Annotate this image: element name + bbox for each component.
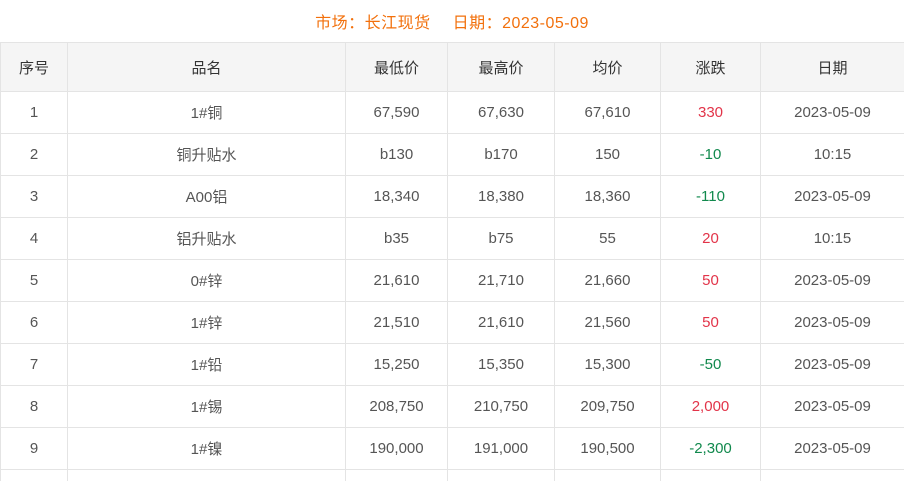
cell-change-empty [660,469,761,481]
market-label: 市场：长江现货 [315,15,431,32]
cell-low: 190,000 [345,427,448,470]
date-label: 日期：2023-05-09 [452,15,589,32]
cell-low: 18,340 [345,175,448,218]
cell-low: 67,590 [345,91,448,134]
cell-index: 5 [0,259,68,302]
column-header-change: 涨跌 [660,42,761,92]
cell-avg: 21,660 [554,259,661,302]
cell-index: 7 [0,343,68,386]
cell-name: 1#铜 [67,91,346,134]
column-header-low: 最低价 [345,42,448,92]
cell-name: 0#锌 [67,259,346,302]
cell-date: 2023-05-09 [760,301,904,344]
cell-name: 1#铅 [67,343,346,386]
column-header-name: 品名 [67,42,346,92]
cell-avg: 21,560 [554,301,661,344]
cell-high-empty [447,469,555,481]
cell-change: -10 [660,133,761,176]
table-row: 8 1#锡 208,750 210,750 209,750 2,000 2023-05-09 [0,385,904,428]
column-header-index: 序号 [0,42,68,92]
cell-index: 3 [0,175,68,218]
cell-high: b170 [447,133,555,176]
cell-high: b75 [447,217,555,260]
cell-avg: 15,300 [554,343,661,386]
cell-date: 2023-05-09 [760,343,904,386]
cell-avg: 209,750 [554,385,661,428]
table-row: 7 1#铅 15,250 15,350 15,300 -50 2023-05-09 [0,343,904,386]
cell-change: -110 [660,175,761,218]
cell-name: 1#锡 [67,385,346,428]
table-row: 5 0#锌 21,610 21,710 21,660 50 2023-05-09 [0,259,904,302]
cell-high: 67,630 [447,91,555,134]
cell-low: b35 [345,217,448,260]
cell-avg: 150 [554,133,661,176]
cell-avg: 55 [554,217,661,260]
cell-date: 2023-05-09 [760,259,904,302]
cell-index: 8 [0,385,68,428]
table-header-row: 序号 品名 最低价 最高价 均价 涨跌 日期 [0,42,904,92]
cell-low: 21,510 [345,301,448,344]
price-table: 序号 品名 最低价 最高价 均价 涨跌 日期 1 1#铜 67,590 67,630 67,610 3… [0,42,904,481]
table-row: 1 1#铜 67,590 67,630 67,610 330 2023-05-09 [0,91,904,134]
cell-index-empty [0,469,68,481]
cell-index: 6 [0,301,68,344]
cell-high: 191,000 [447,427,555,470]
cell-change: -50 [660,343,761,386]
cell-low: 208,750 [345,385,448,428]
cell-date: 2023-05-09 [760,385,904,428]
cell-avg: 190,500 [554,427,661,470]
cell-date-empty [760,469,904,481]
cell-high: 18,380 [447,175,555,218]
table-row: 6 1#锌 21,510 21,610 21,560 50 2023-05-09 [0,301,904,344]
cell-low-empty [345,469,448,481]
cell-change: 50 [660,301,761,344]
cell-avg: 67,610 [554,91,661,134]
table-row: 4 铝升贴水 b35 b75 55 20 10:15 [0,217,904,260]
cell-date: 10:15 [760,133,904,176]
column-header-avg: 均价 [554,42,661,92]
page-title: 市场：长江现货 日期：2023-05-09 [0,0,904,42]
cell-date: 10:15 [760,217,904,260]
column-header-date: 日期 [760,42,904,92]
table-row: 3 A00铝 18,340 18,380 18,360 -110 2023-05-09 [0,175,904,218]
cell-change: 330 [660,91,761,134]
table-row: 9 1#镍 190,000 191,000 190,500 -2,300 2023-05-0… [0,427,904,470]
cell-date: 2023-05-09 [760,91,904,134]
cell-name: 1#锌 [67,301,346,344]
cell-change: 50 [660,259,761,302]
column-header-high: 最高价 [447,42,555,92]
cell-avg: 18,360 [554,175,661,218]
cell-index: 4 [0,217,68,260]
cell-index: 1 [0,91,68,134]
cell-name: 1#镍 [67,427,346,470]
cell-name-empty [67,469,346,481]
cell-high: 210,750 [447,385,555,428]
cell-low: 15,250 [345,343,448,386]
cell-index: 2 [0,133,68,176]
table-row: 2 铜升贴水 b130 b170 150 -10 10:15 [0,133,904,176]
cell-index: 9 [0,427,68,470]
cell-change: 20 [660,217,761,260]
cell-name: 铜升贴水 [67,133,346,176]
cell-name: 铝升贴水 [67,217,346,260]
cell-high: 21,710 [447,259,555,302]
cell-date: 2023-05-09 [760,175,904,218]
cell-change: 2,000 [660,385,761,428]
cell-low: b130 [345,133,448,176]
table-row-partial [0,469,904,481]
cell-avg-empty [554,469,661,481]
cell-name: A00铝 [67,175,346,218]
cell-date: 2023-05-09 [760,427,904,470]
cell-high: 15,350 [447,343,555,386]
cell-high: 21,610 [447,301,555,344]
cell-change: -2,300 [660,427,761,470]
cell-low: 21,610 [345,259,448,302]
